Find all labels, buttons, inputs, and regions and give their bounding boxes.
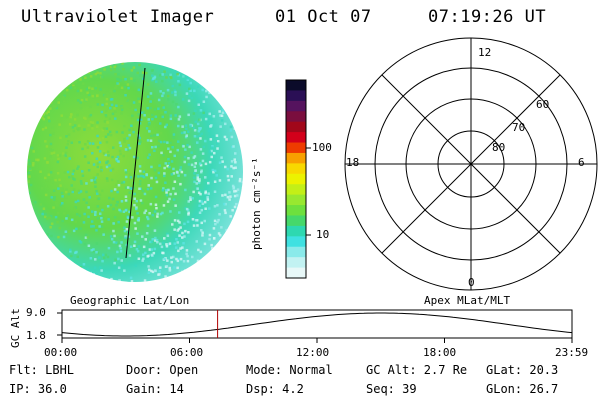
colorbar-tick-10: 10	[316, 228, 330, 241]
ip-info: IP: 36.0	[9, 382, 67, 396]
x-tick-1800: 18:00	[423, 346, 457, 359]
mlt-label-12: 12	[478, 46, 492, 59]
altitude-curve	[61, 312, 573, 337]
colorbar-stripe	[286, 194, 306, 206]
mlt-label-0: 0	[468, 276, 475, 289]
uv-image-disk	[27, 62, 243, 282]
lat-label-60: 60	[536, 98, 550, 111]
colorbar-stripe	[286, 142, 306, 154]
lat-label-80: 80	[492, 141, 506, 154]
x-tick-1200: 12:00	[296, 346, 330, 359]
seq-info: Seq: 39	[366, 382, 417, 396]
y-tick-1-8: 1.8	[26, 329, 46, 342]
colorbar-ticks	[306, 147, 311, 236]
timeline-frame	[61, 309, 573, 339]
colorbar-stripe	[286, 121, 306, 133]
colorbar-stripe	[286, 236, 306, 248]
gain-info: Gain: 14	[126, 382, 184, 396]
door-info: Door: Open	[126, 363, 199, 377]
colorbar-stripe	[286, 205, 306, 217]
mlt-label-6: 6	[578, 156, 585, 169]
lat-label-70: 70	[512, 121, 526, 134]
glat-info: GLat: 20.3	[486, 363, 559, 377]
colorbar-stripe	[286, 100, 306, 112]
colorbar-stripe	[286, 267, 306, 279]
timeline-panel	[57, 309, 573, 343]
colorbar-stripe	[286, 215, 306, 227]
colorbar-stripe	[286, 111, 306, 123]
colorbar-stripe	[286, 152, 306, 164]
glon-info: GLon: 26.7	[486, 382, 559, 396]
timeline-x-tick-marks	[61, 338, 573, 343]
colorbar-stripe	[286, 132, 306, 144]
colorbar-unit-label: photon cm⁻²s⁻¹	[250, 157, 263, 250]
colorbar-stripe	[286, 246, 306, 258]
colorbar-stripe	[286, 257, 306, 269]
x-tick-0600: 06:00	[170, 346, 204, 359]
polar-grid	[344, 37, 598, 291]
geographic-label: Geographic Lat/Lon	[70, 294, 190, 307]
image-date: 01 Oct 07	[275, 7, 372, 27]
colorbar-stripe	[286, 90, 306, 102]
colorbar-stripe	[286, 184, 306, 196]
x-tick-2359: 23:59	[555, 346, 589, 359]
colorbar-frame	[285, 79, 307, 279]
colorbar-stripe	[286, 163, 306, 175]
mode-info: Mode: Normal	[246, 363, 333, 377]
instrument-title: Ultraviolet Imager	[21, 7, 215, 27]
timeline-axis-title: GC Alt	[9, 308, 22, 348]
image-time: 07:19:26 UT	[428, 7, 547, 27]
gc-alt-info: GC Alt: 2.7 Re	[366, 363, 468, 377]
flt-info: Flt: LBHL	[9, 363, 75, 377]
x-tick-0000: 00:00	[44, 346, 78, 359]
colorbar-tick-100: 100	[312, 141, 332, 154]
mlt-label-18: 18	[346, 156, 360, 169]
polar-diagonal-2	[381, 74, 561, 254]
colorbar-stripe	[286, 173, 306, 185]
colorbar-stripe	[286, 80, 306, 92]
colorbar-stripe	[286, 225, 306, 237]
y-tick-9: 9.0	[26, 306, 46, 319]
colorbar	[286, 80, 306, 279]
dsp-info: Dsp: 4.2	[246, 382, 304, 396]
apex-label: Apex MLat/MLT	[424, 294, 511, 307]
terminator-line	[125, 67, 146, 259]
